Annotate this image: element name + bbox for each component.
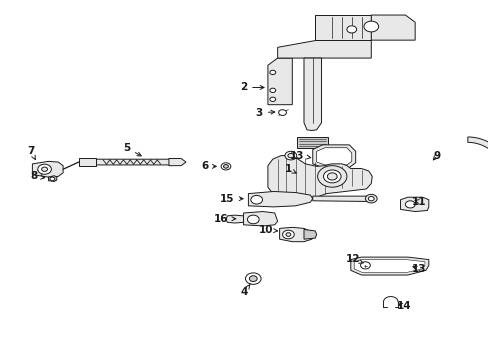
Polygon shape [225,215,243,223]
Polygon shape [168,158,185,166]
Polygon shape [267,58,292,105]
Circle shape [323,170,340,183]
Polygon shape [315,15,370,40]
Text: 9: 9 [432,150,440,161]
Circle shape [346,26,356,33]
Circle shape [50,177,55,181]
Text: 4: 4 [240,284,250,297]
Circle shape [269,97,275,102]
Polygon shape [297,137,328,148]
Text: 2: 2 [240,82,264,93]
Text: 13: 13 [411,264,426,274]
Text: 14: 14 [396,301,411,311]
Text: 7: 7 [27,146,35,159]
Circle shape [287,153,293,158]
Text: 1: 1 [284,164,296,174]
Polygon shape [400,197,428,212]
Text: 13: 13 [289,150,310,161]
Polygon shape [32,161,63,177]
Circle shape [223,165,228,168]
Text: 3: 3 [255,108,274,118]
Circle shape [367,197,373,201]
Circle shape [269,88,275,93]
Polygon shape [350,257,428,275]
Polygon shape [312,196,374,202]
Circle shape [38,164,51,174]
Text: 6: 6 [201,161,216,171]
Circle shape [282,230,294,239]
Polygon shape [312,145,355,167]
Polygon shape [277,40,370,58]
Circle shape [269,70,275,75]
Circle shape [278,110,286,116]
Polygon shape [370,15,414,40]
Polygon shape [267,156,371,199]
Circle shape [247,215,259,224]
Polygon shape [279,227,315,242]
Polygon shape [316,148,351,165]
Circle shape [363,21,378,32]
Text: 10: 10 [259,225,277,235]
Circle shape [249,276,257,282]
Polygon shape [304,58,321,131]
Circle shape [317,166,346,187]
Text: 11: 11 [411,197,426,207]
Circle shape [41,167,47,171]
Circle shape [221,163,230,170]
Polygon shape [243,212,277,226]
Polygon shape [467,137,488,193]
Text: 5: 5 [122,143,141,156]
Polygon shape [48,176,57,181]
Circle shape [245,273,261,284]
Polygon shape [304,229,316,239]
Circle shape [285,233,290,236]
Circle shape [250,195,262,204]
Polygon shape [353,260,424,273]
Circle shape [405,201,414,208]
Text: 16: 16 [213,214,235,224]
Polygon shape [79,158,96,166]
Text: 15: 15 [220,194,243,204]
Circle shape [285,151,296,160]
Circle shape [360,262,369,269]
Text: 12: 12 [345,254,363,264]
Text: 8: 8 [30,171,44,181]
Circle shape [365,194,376,203]
Polygon shape [248,192,312,207]
Polygon shape [96,159,173,165]
Circle shape [327,173,336,180]
